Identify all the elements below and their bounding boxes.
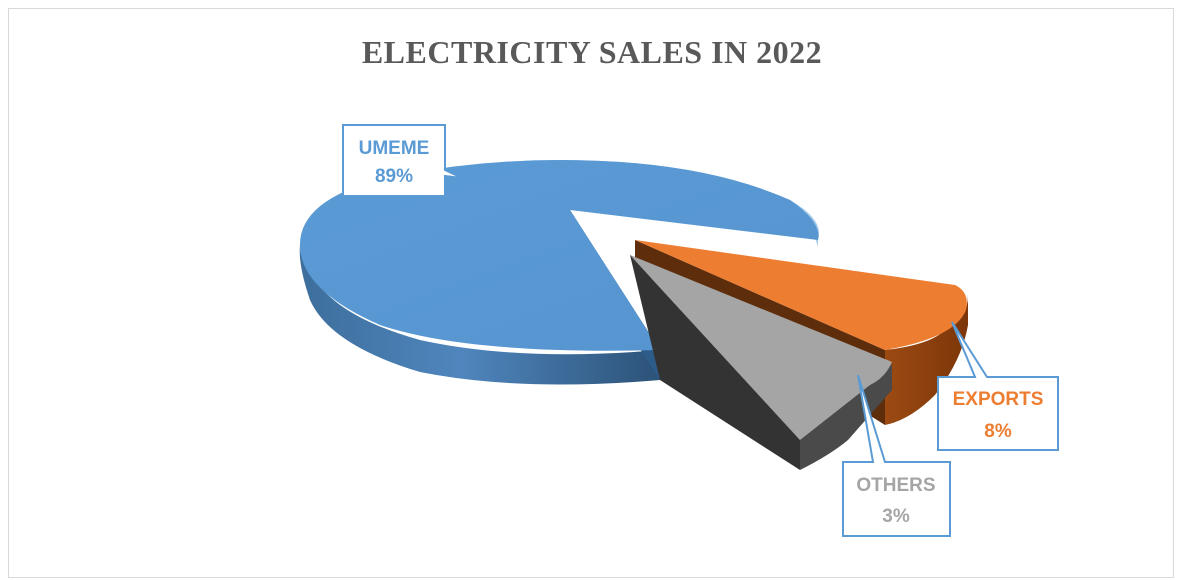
- callout-exports-box: [937, 321, 1059, 451]
- data-label-exports-value: 8%: [984, 421, 1012, 442]
- slice-umeme-side: [299, 245, 660, 385]
- data-label-umeme: UMEME 89%: [342, 124, 463, 197]
- slice-exports-side: [885, 295, 968, 425]
- slice-others: [630, 255, 892, 440]
- data-label-others: OTHERS 3%: [842, 374, 951, 537]
- chart-title: ELECTRICITY SALES IN 2022: [361, 34, 823, 70]
- slice-umeme: [300, 160, 819, 351]
- data-label-umeme-value: 89%: [375, 166, 413, 187]
- data-label-others-value: 3%: [882, 506, 910, 527]
- slice-others-dark-face: [630, 255, 800, 470]
- data-label-exports: EXPORTS 8%: [937, 321, 1059, 451]
- callout-umeme-box: [342, 124, 463, 197]
- callout-others-box: [842, 374, 951, 537]
- data-label-others-name: OTHERS: [856, 475, 935, 496]
- data-label-exports-name: EXPORTS: [953, 389, 1044, 410]
- slice-exports: [635, 240, 967, 350]
- data-label-umeme-name: UMEME: [359, 138, 430, 159]
